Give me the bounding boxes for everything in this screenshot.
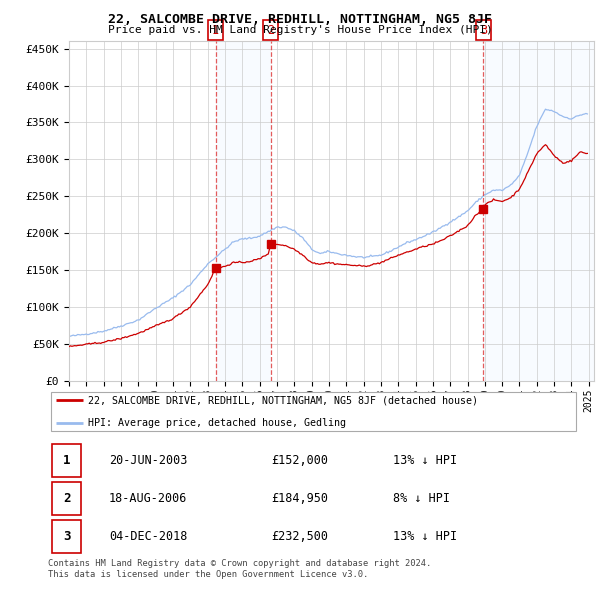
Text: 2: 2 <box>267 24 274 37</box>
Text: HPI: Average price, detached house, Gedling: HPI: Average price, detached house, Gedl… <box>88 418 346 428</box>
Bar <box>484 41 594 381</box>
Text: 3: 3 <box>63 530 70 543</box>
FancyBboxPatch shape <box>50 392 577 431</box>
Text: Price paid vs. HM Land Registry's House Price Index (HPI): Price paid vs. HM Land Registry's House … <box>107 25 493 35</box>
Text: 22, SALCOMBE DRIVE, REDHILL, NOTTINGHAM, NG5 8JF (detached house): 22, SALCOMBE DRIVE, REDHILL, NOTTINGHAM,… <box>88 395 478 405</box>
Text: £232,500: £232,500 <box>271 530 328 543</box>
Text: 04-DEC-2018: 04-DEC-2018 <box>109 530 187 543</box>
Text: 2: 2 <box>63 492 70 505</box>
Bar <box>215 41 271 381</box>
Text: £152,000: £152,000 <box>271 454 328 467</box>
Text: £184,950: £184,950 <box>271 492 328 505</box>
Text: 22, SALCOMBE DRIVE, REDHILL, NOTTINGHAM, NG5 8JF: 22, SALCOMBE DRIVE, REDHILL, NOTTINGHAM,… <box>108 13 492 26</box>
Text: 1: 1 <box>212 24 219 37</box>
FancyBboxPatch shape <box>52 482 82 515</box>
Text: 8% ↓ HPI: 8% ↓ HPI <box>393 492 450 505</box>
FancyBboxPatch shape <box>52 520 82 553</box>
Text: 13% ↓ HPI: 13% ↓ HPI <box>393 530 457 543</box>
Text: 3: 3 <box>480 24 487 37</box>
Text: 13% ↓ HPI: 13% ↓ HPI <box>393 454 457 467</box>
Text: 20-JUN-2003: 20-JUN-2003 <box>109 454 187 467</box>
Text: Contains HM Land Registry data © Crown copyright and database right 2024.
This d: Contains HM Land Registry data © Crown c… <box>48 559 431 579</box>
Text: 18-AUG-2006: 18-AUG-2006 <box>109 492 187 505</box>
FancyBboxPatch shape <box>52 444 82 477</box>
Text: 1: 1 <box>63 454 70 467</box>
